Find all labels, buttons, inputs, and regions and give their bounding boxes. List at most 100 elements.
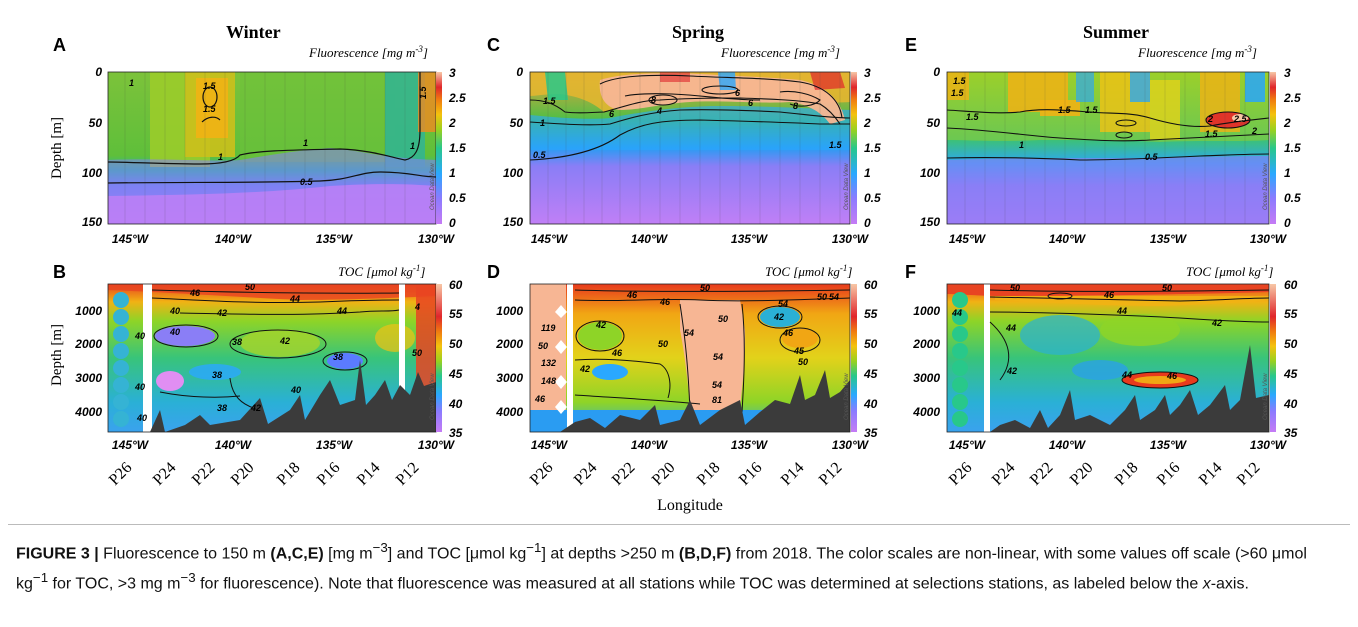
svg-text:54: 54 bbox=[684, 328, 694, 338]
svg-text:54: 54 bbox=[713, 352, 723, 362]
svg-text:54: 54 bbox=[712, 380, 722, 390]
svg-text:60: 60 bbox=[864, 278, 878, 292]
panel-a-contour-labels: 1 1.5 1.5 1 1 0.5 1 1.5 bbox=[129, 78, 428, 187]
svg-text:50: 50 bbox=[1284, 337, 1298, 351]
svg-text:0: 0 bbox=[864, 216, 871, 230]
svg-text:0: 0 bbox=[933, 65, 940, 79]
caption-sup: −3 bbox=[180, 570, 196, 586]
svg-text:3: 3 bbox=[864, 66, 871, 80]
svg-text:50: 50 bbox=[864, 337, 878, 351]
svg-text:130°W: 130°W bbox=[418, 438, 456, 452]
svg-text:46: 46 bbox=[611, 348, 623, 358]
panel-c-xticks: 145°W 140°W 135°W 130°W bbox=[531, 232, 870, 246]
panel-e-colorbar bbox=[1270, 72, 1276, 224]
panel-a-yticks: 0 50 100 150 bbox=[82, 65, 102, 229]
svg-text:1.5: 1.5 bbox=[1284, 141, 1301, 155]
svg-text:P26: P26 bbox=[527, 459, 557, 489]
panel-c-heatmap bbox=[530, 72, 850, 224]
svg-text:50: 50 bbox=[1162, 283, 1172, 293]
svg-text:46: 46 bbox=[189, 288, 201, 298]
svg-text:0.5: 0.5 bbox=[864, 191, 881, 205]
svg-text:2: 2 bbox=[448, 116, 456, 130]
panel-e-variable: Fluorescence [mg m-3] bbox=[1137, 44, 1257, 60]
svg-text:0.5: 0.5 bbox=[300, 177, 314, 187]
panel-a-heatmap bbox=[108, 72, 436, 224]
svg-text:2.5: 2.5 bbox=[1233, 114, 1248, 124]
svg-text:35: 35 bbox=[1284, 426, 1298, 440]
caption-bold: (B,D,F) bbox=[678, 545, 732, 563]
svg-text:P14: P14 bbox=[778, 459, 808, 489]
panel-f-xticks: 145°W 140°W 135°W 130°W bbox=[949, 438, 1288, 452]
svg-text:1: 1 bbox=[864, 166, 871, 180]
svg-text:P20: P20 bbox=[228, 459, 258, 489]
svg-text:P26: P26 bbox=[106, 459, 136, 489]
svg-text:0.5: 0.5 bbox=[449, 191, 466, 205]
svg-text:1.5: 1.5 bbox=[966, 112, 980, 122]
svg-text:Ocean Data View: Ocean Data View bbox=[844, 163, 850, 210]
svg-text:55: 55 bbox=[864, 307, 878, 321]
panel-b-heatmap bbox=[108, 284, 436, 432]
svg-text:54: 54 bbox=[778, 299, 788, 309]
svg-text:0: 0 bbox=[1284, 216, 1291, 230]
svg-text:55: 55 bbox=[449, 307, 463, 321]
svg-text:1: 1 bbox=[449, 166, 456, 180]
svg-text:60: 60 bbox=[1284, 278, 1298, 292]
svg-text:55: 55 bbox=[1284, 307, 1298, 321]
svg-text:2000: 2000 bbox=[912, 337, 940, 351]
svg-text:1.5: 1.5 bbox=[418, 85, 428, 99]
panel-e-frame bbox=[946, 71, 1270, 225]
svg-text:P20: P20 bbox=[1067, 459, 1097, 489]
svg-text:1: 1 bbox=[303, 138, 308, 148]
panel-a-colorbar bbox=[436, 72, 442, 224]
svg-text:2.5: 2.5 bbox=[1283, 91, 1301, 105]
panel-c-title: Spring bbox=[672, 22, 724, 42]
svg-text:46: 46 bbox=[534, 394, 546, 404]
svg-text:1.5: 1.5 bbox=[203, 81, 217, 91]
svg-text:Ocean Data View: Ocean Data View bbox=[1263, 373, 1269, 420]
svg-text:P24: P24 bbox=[989, 459, 1019, 489]
svg-text:145°W: 145°W bbox=[949, 438, 987, 452]
svg-text:42: 42 bbox=[773, 312, 784, 322]
svg-text:140°W: 140°W bbox=[631, 438, 669, 452]
panel-b-colorbar-ticks: 60 55 50 45 40 35 bbox=[448, 278, 463, 440]
caption-text: Fluorescence to 150 m bbox=[98, 545, 271, 563]
svg-text:P18: P18 bbox=[274, 459, 304, 489]
svg-text:119: 119 bbox=[541, 323, 555, 333]
svg-text:135°W: 135°W bbox=[1150, 438, 1188, 452]
svg-text:50: 50 bbox=[817, 292, 827, 302]
caption-sup: −1 bbox=[526, 540, 542, 555]
svg-text:1.5: 1.5 bbox=[864, 141, 881, 155]
svg-text:145°W: 145°W bbox=[949, 232, 987, 246]
panel-f-yticks: 1000 2000 3000 4000 bbox=[912, 304, 940, 419]
panel-b-stations: P26 P24 P22 P20 P18 P16 P14 P12 bbox=[106, 459, 423, 489]
svg-text:44: 44 bbox=[1005, 323, 1016, 333]
svg-text:42: 42 bbox=[250, 403, 261, 413]
svg-text:1.5: 1.5 bbox=[1205, 129, 1219, 139]
svg-text:45: 45 bbox=[448, 367, 463, 381]
panel-c-colorbar-ticks: 3 2.5 2 1.5 1 0.5 0 bbox=[863, 66, 881, 230]
svg-text:132: 132 bbox=[541, 358, 556, 368]
svg-text:135°W: 135°W bbox=[316, 232, 354, 246]
caption-sup: −3 bbox=[372, 540, 388, 555]
svg-text:1: 1 bbox=[540, 118, 545, 128]
panel-f-stations: P26 P24 P22 P20 P18 P16 P14 P12 bbox=[946, 459, 1264, 489]
caption-text: ] at depths >250 m bbox=[541, 545, 679, 563]
svg-text:P22: P22 bbox=[1027, 459, 1057, 489]
svg-text:1.5: 1.5 bbox=[1085, 105, 1099, 115]
panel-label-a: A bbox=[53, 35, 66, 55]
svg-text:8: 8 bbox=[793, 101, 798, 111]
svg-text:42: 42 bbox=[216, 308, 227, 318]
svg-text:45: 45 bbox=[793, 346, 805, 356]
svg-text:135°W: 135°W bbox=[731, 232, 769, 246]
svg-text:1.5: 1.5 bbox=[543, 96, 557, 106]
panel-d-heatmap bbox=[530, 284, 850, 432]
svg-text:1.5: 1.5 bbox=[829, 140, 843, 150]
svg-text:1.5: 1.5 bbox=[953, 76, 967, 86]
svg-text:P12: P12 bbox=[1234, 459, 1264, 489]
svg-text:60: 60 bbox=[449, 278, 463, 292]
svg-text:2: 2 bbox=[1283, 116, 1291, 130]
svg-text:P12: P12 bbox=[816, 459, 846, 489]
caption-label: FIGURE 3 | bbox=[16, 545, 99, 563]
svg-text:P22: P22 bbox=[189, 459, 219, 489]
caption-box bbox=[8, 524, 1350, 622]
